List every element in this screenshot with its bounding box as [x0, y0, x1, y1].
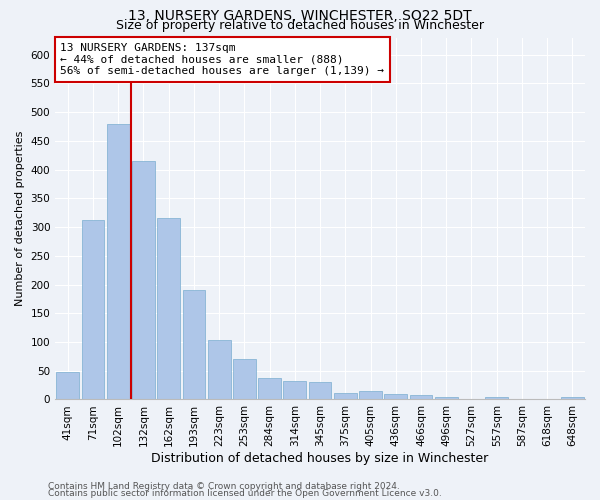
Bar — [435, 397, 458, 400]
Bar — [107, 124, 130, 400]
Bar — [334, 392, 356, 400]
Text: Contains public sector information licensed under the Open Government Licence v3: Contains public sector information licen… — [48, 489, 442, 498]
Bar — [132, 161, 155, 400]
Text: 13 NURSERY GARDENS: 137sqm
← 44% of detached houses are smaller (888)
56% of sem: 13 NURSERY GARDENS: 137sqm ← 44% of deta… — [61, 43, 385, 76]
Text: 13, NURSERY GARDENS, WINCHESTER, SO22 5DT: 13, NURSERY GARDENS, WINCHESTER, SO22 5D… — [128, 9, 472, 23]
Y-axis label: Number of detached properties: Number of detached properties — [15, 131, 25, 306]
Bar — [410, 396, 433, 400]
Bar — [56, 372, 79, 400]
Bar — [385, 394, 407, 400]
Text: Contains HM Land Registry data © Crown copyright and database right 2024.: Contains HM Land Registry data © Crown c… — [48, 482, 400, 491]
Text: Size of property relative to detached houses in Winchester: Size of property relative to detached ho… — [116, 18, 484, 32]
Bar — [485, 396, 508, 400]
Bar — [258, 378, 281, 400]
Bar — [82, 220, 104, 400]
Bar — [157, 218, 180, 400]
Bar — [309, 382, 331, 400]
Bar — [208, 340, 230, 400]
Bar — [182, 290, 205, 400]
Bar — [233, 359, 256, 400]
X-axis label: Distribution of detached houses by size in Winchester: Distribution of detached houses by size … — [151, 452, 489, 465]
Bar — [359, 391, 382, 400]
Bar — [283, 381, 306, 400]
Bar — [561, 396, 584, 400]
